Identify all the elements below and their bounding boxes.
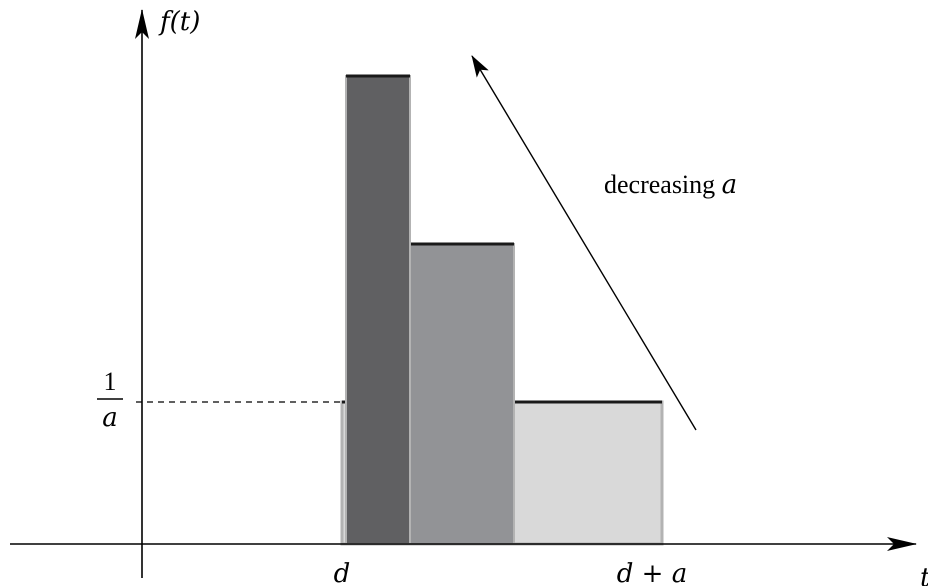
annotation-text: decreasing <box>604 170 722 199</box>
y-axis-label: f(t) <box>158 7 200 37</box>
annotation-label: decreasing a <box>604 170 737 200</box>
pulse-medium <box>409 243 515 545</box>
x-axis-label: t <box>920 563 928 586</box>
x-label-d-plus-a: d + a <box>617 559 687 586</box>
y-label-denominator: a <box>102 403 118 433</box>
y-label-numerator: 1 <box>104 367 117 396</box>
annotation-var: a <box>722 170 738 200</box>
pulse-narrow <box>345 75 411 545</box>
x-label-d: d <box>334 559 351 586</box>
decreasing-arrow <box>471 55 697 431</box>
